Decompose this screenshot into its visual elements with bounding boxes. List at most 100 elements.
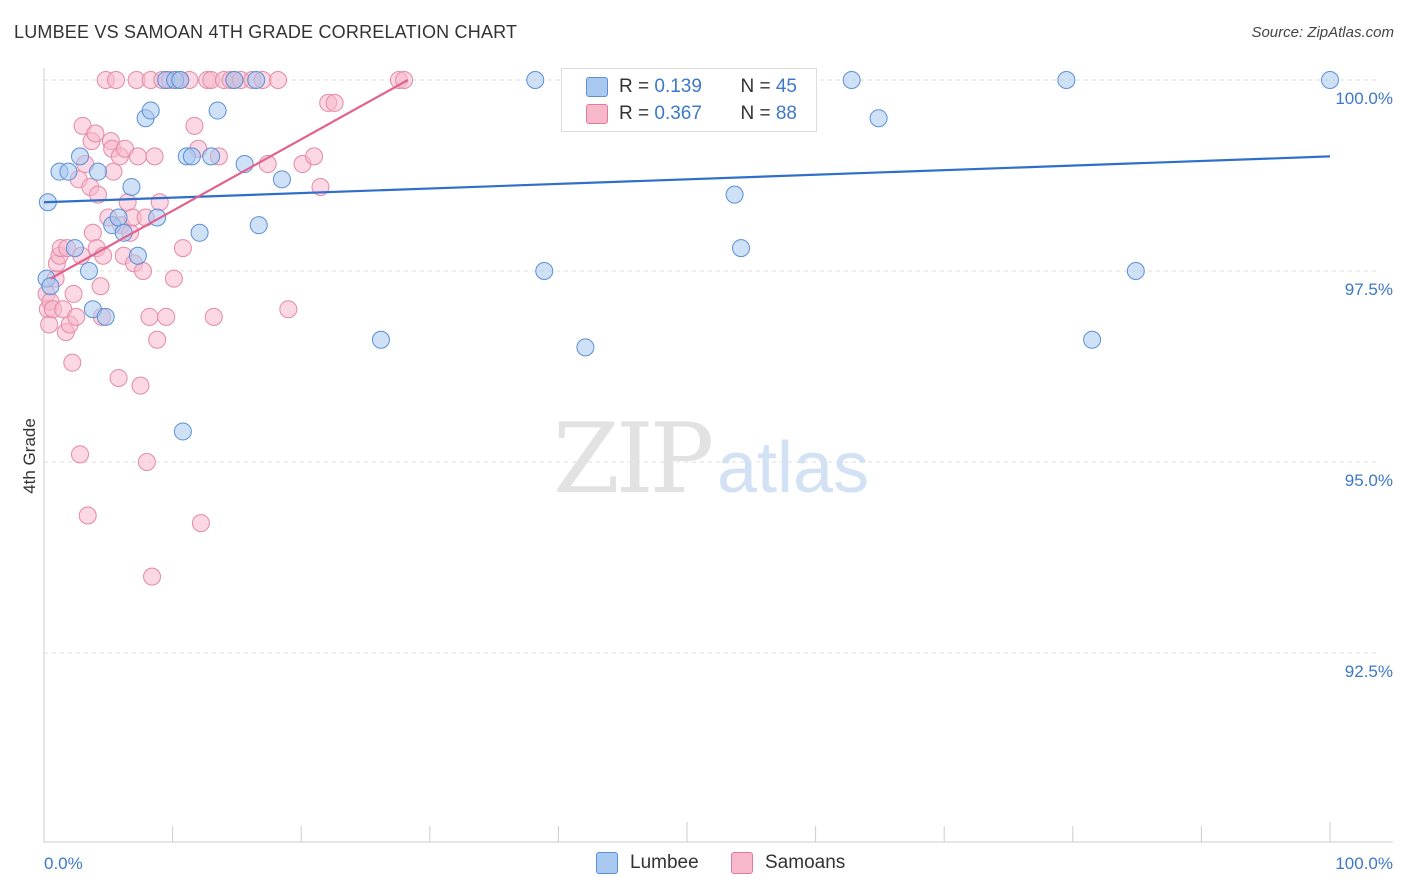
- samoans-point-59: [157, 307, 176, 326]
- samoans-point-54: [143, 567, 162, 586]
- samoans-points: [37, 71, 414, 586]
- lumbee-point-32: [272, 170, 291, 189]
- lumbee-point-30: [247, 71, 266, 89]
- lumbee-point-27: [208, 101, 227, 120]
- trend-lines: [43, 79, 1331, 280]
- samoans-point-21: [78, 506, 97, 525]
- samoans-point-47: [128, 147, 147, 166]
- samoans-point-52: [140, 307, 159, 326]
- samoans-point-57: [150, 193, 169, 212]
- samoans-point-65: [185, 116, 204, 135]
- samoans-point-17: [71, 445, 90, 464]
- lumbee-point-4: [59, 162, 78, 181]
- lumbee-point-26: [202, 147, 221, 166]
- samoans-point-49: [134, 262, 153, 280]
- lumbee-point-25: [190, 223, 209, 242]
- samoans-point-82: [305, 147, 324, 166]
- legend-item-samoans[interactable]: Samoans: [731, 852, 845, 874]
- lumbee-r-label: R =: [619, 76, 655, 97]
- lumbee-point-6: [71, 147, 90, 166]
- lumbee-point-39: [842, 71, 861, 89]
- lumbee-point-21: [171, 71, 190, 89]
- lumbee-point-14: [122, 177, 141, 196]
- samoans-point-79: [269, 71, 288, 89]
- samoans-point-55: [145, 147, 164, 166]
- lumbee-point-22: [173, 422, 192, 441]
- source-credit: Source: ZipAtlas.com: [1251, 24, 1394, 41]
- lumbee-legend-label: Lumbee: [630, 852, 699, 873]
- lumbee-point-12: [109, 208, 128, 227]
- series-legend: Lumbee Samoans: [0, 852, 1406, 876]
- samoans-point-35: [104, 162, 123, 181]
- watermark-zip: ZIP: [553, 403, 712, 515]
- samoans-point-67: [191, 514, 210, 533]
- lumbee-point-43: [1126, 262, 1145, 280]
- lumbee-trend-line: [43, 155, 1331, 204]
- samoans-n-value: 88: [775, 103, 797, 124]
- lumbee-point-34: [526, 71, 545, 89]
- lumbee-swatch: [586, 77, 608, 97]
- samoans-point-37: [109, 368, 128, 387]
- lumbee-point-2: [41, 277, 60, 296]
- samoans-point-13: [63, 353, 82, 372]
- lumbee-point-38: [732, 239, 751, 258]
- lumbee-point-44: [1321, 71, 1339, 89]
- samoans-point-56: [148, 330, 167, 349]
- samoans-point-42: [118, 193, 137, 212]
- samoans-point-80: [279, 300, 298, 319]
- y-tick-label-2: 97.5%: [1345, 280, 1393, 299]
- y-axis-label: 4th Grade: [20, 418, 39, 494]
- samoans-point-27: [89, 185, 108, 204]
- samoans-legend-swatch: [731, 852, 753, 874]
- lumbee-n-value: 45: [775, 76, 797, 97]
- lumbee-point-40: [869, 109, 888, 128]
- lumbee-point-33: [371, 330, 390, 349]
- lumbee-point-37: [725, 185, 744, 204]
- samoans-point-28: [91, 277, 110, 296]
- samoans-point-70: [204, 307, 223, 326]
- y-tick-label-1: 95.0%: [1345, 471, 1393, 490]
- lumbee-n-label: N =: [740, 76, 776, 97]
- lumbee-point-35: [535, 262, 554, 280]
- lumbee-point-28: [225, 71, 244, 89]
- lumbee-point-9: [89, 162, 108, 181]
- lumbee-point-7: [80, 262, 99, 280]
- samoans-point-25: [86, 124, 105, 143]
- lumbee-point-31: [249, 216, 268, 235]
- lumbee-points: [37, 71, 1339, 441]
- lumbee-point-42: [1083, 330, 1102, 349]
- lumbee-point-10: [96, 307, 115, 326]
- samoans-r-value: 0.367: [654, 103, 702, 124]
- legend-item-lumbee[interactable]: Lumbee: [596, 852, 699, 874]
- tick-labels: 92.5% 95.0% 97.5% 100.0% 0.0% 100.0%: [44, 89, 1393, 873]
- samoans-point-36: [107, 71, 126, 89]
- correlation-legend: R = 0.139 N = 45 R = 0.367 N = 88: [561, 68, 817, 132]
- samoans-r-label: R =: [619, 103, 655, 124]
- chart-title: LUMBEE VS SAMOAN 4TH GRADE CORRELATION C…: [14, 22, 518, 42]
- watermark-atlas: atlas: [717, 428, 869, 508]
- samoans-point-51: [137, 453, 156, 471]
- samoans-trend-line: [49, 79, 409, 280]
- samoans-point-63: [173, 239, 192, 258]
- samoans-swatch: [586, 104, 608, 124]
- lumbee-point-17: [141, 101, 160, 120]
- samoans-n-label: N =: [740, 103, 776, 124]
- y-tick-label-0: 92.5%: [1345, 662, 1393, 681]
- samoans-point-61: [164, 269, 183, 288]
- x-tick-label-0: 0.0%: [44, 854, 83, 873]
- y-tick-label-3: 100.0%: [1335, 89, 1393, 108]
- lumbee-point-41: [1057, 71, 1076, 89]
- lumbee-point-24: [182, 147, 201, 166]
- lumbee-point-36: [576, 338, 595, 357]
- samoans-point-2: [40, 315, 59, 334]
- lumbee-point-5: [65, 239, 84, 258]
- lumbee-point-15: [128, 246, 147, 265]
- samoans-point-15: [67, 307, 86, 326]
- samoans-point-14: [64, 284, 83, 303]
- samoans-legend-label: Samoans: [765, 852, 846, 873]
- samoans-point-48: [131, 376, 150, 395]
- lumbee-r-value: 0.139: [654, 76, 702, 97]
- samoans-point-24: [83, 223, 102, 242]
- samoans-point-85: [325, 93, 344, 112]
